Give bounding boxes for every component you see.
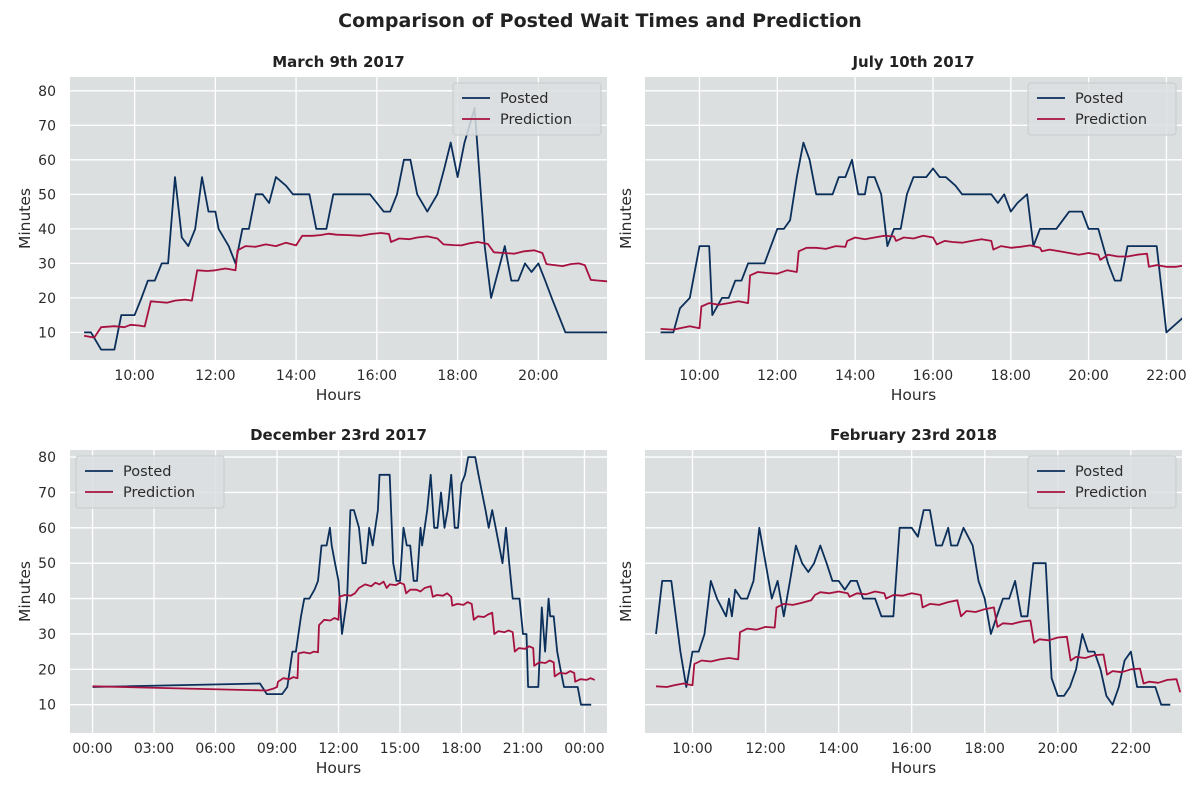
y-tick-label: 20 bbox=[38, 662, 56, 678]
y-tick-label: 30 bbox=[38, 256, 56, 272]
x-tick-label: 18:00 bbox=[437, 368, 477, 384]
x-tick-label: 20:00 bbox=[518, 368, 558, 384]
chart-panel-2: 10:00 12:00 14:00 16:00 18:00 20:00 22:00 Hours… bbox=[617, 53, 1187, 404]
x-tick-label: 14:00 bbox=[818, 741, 858, 757]
x-axis-label: Hours bbox=[891, 759, 936, 777]
y-tick-label: 50 bbox=[38, 556, 56, 572]
series-line-prediction bbox=[660, 234, 1182, 331]
x-tick-label: 10:00 bbox=[672, 741, 712, 757]
chart-panel-4: 10:00 12:00 14:00 16:00 18:00 20:00 22:00 Hours… bbox=[617, 426, 1182, 777]
series-line-prediction bbox=[92, 580, 596, 692]
series-line-posted bbox=[655, 509, 1171, 706]
x-tick-label: 12:00 bbox=[757, 368, 797, 384]
x-tick-label: 10:00 bbox=[114, 368, 154, 384]
y-axis-label: Minutes bbox=[617, 561, 635, 622]
x-tick-label: 20:00 bbox=[1038, 741, 1078, 757]
y-tick-label: 70 bbox=[38, 485, 56, 501]
x-tick-label: 22:00 bbox=[1146, 368, 1186, 384]
x-axis-label: Hours bbox=[316, 386, 361, 404]
series-line-posted bbox=[84, 107, 607, 351]
series-line-posted bbox=[92, 456, 592, 706]
x-tick-label: 10:00 bbox=[679, 368, 719, 384]
x-tick-label: 16:00 bbox=[357, 368, 397, 384]
y-tick-label: 20 bbox=[38, 291, 56, 307]
legend-label-posted: Posted bbox=[123, 464, 171, 480]
panel-title: December 23rd 2017 bbox=[250, 426, 427, 444]
chart-panel-3: 00:00 03:00 06:00 09:00 12:00 15:00 18:00 21:00… bbox=[16, 426, 607, 777]
x-tick-label: 14:00 bbox=[276, 368, 316, 384]
y-axis-label: Minutes bbox=[617, 188, 635, 249]
x-tick-label: 22:00 bbox=[1111, 741, 1151, 757]
y-tick-label: 10 bbox=[38, 325, 56, 341]
legend-label-posted: Posted bbox=[500, 91, 548, 107]
x-tick-label: 12:00 bbox=[318, 741, 358, 757]
x-tick-label: 21:00 bbox=[503, 741, 543, 757]
legend: Posted Prediction bbox=[1027, 455, 1177, 509]
legend: Posted Prediction bbox=[1027, 82, 1177, 136]
x-axis-label: Hours bbox=[891, 386, 936, 404]
legend-label-posted: Posted bbox=[1075, 91, 1123, 107]
panel-title: July 10th 2017 bbox=[851, 53, 974, 71]
legend: Posted Prediction bbox=[75, 455, 225, 509]
x-tick-label: 00:00 bbox=[72, 741, 112, 757]
x-tick-label: 18:00 bbox=[991, 368, 1031, 384]
y-tick-label: 60 bbox=[38, 153, 56, 169]
x-tick-label: 12:00 bbox=[745, 741, 785, 757]
y-tick-label: 30 bbox=[38, 627, 56, 643]
x-tick-label: 16:00 bbox=[913, 368, 953, 384]
panel-title: February 23rd 2018 bbox=[830, 426, 997, 444]
y-tick-label: 40 bbox=[38, 592, 56, 608]
y-tick-label: 60 bbox=[38, 521, 56, 537]
series-line-prediction bbox=[83, 232, 607, 339]
legend-box bbox=[452, 82, 602, 136]
x-tick-label: 09:00 bbox=[257, 741, 297, 757]
series-line-prediction bbox=[655, 590, 1182, 693]
legend-label-prediction: Prediction bbox=[1075, 112, 1147, 128]
y-axis-label: Minutes bbox=[16, 561, 34, 622]
legend: Posted Prediction bbox=[452, 82, 602, 136]
x-tick-label: 16:00 bbox=[891, 741, 931, 757]
legend-label-prediction: Prediction bbox=[1075, 485, 1147, 501]
figure-title: Comparison of Posted Wait Times and Pred… bbox=[338, 10, 862, 32]
y-axis-label: Minutes bbox=[16, 188, 34, 249]
y-tick-label: 10 bbox=[38, 698, 56, 714]
panel-title: March 9th 2017 bbox=[272, 53, 405, 71]
x-tick-label: 00:00 bbox=[564, 741, 604, 757]
x-tick-label: 12:00 bbox=[195, 368, 235, 384]
y-tick-label: 50 bbox=[38, 187, 56, 203]
y-tick-label: 80 bbox=[38, 450, 56, 466]
legend-box bbox=[1027, 455, 1177, 509]
legend-label-prediction: Prediction bbox=[123, 485, 195, 501]
y-tick-label: 40 bbox=[38, 222, 56, 238]
x-tick-label: 14:00 bbox=[835, 368, 875, 384]
legend-box bbox=[75, 455, 225, 509]
x-tick-label: 18:00 bbox=[965, 741, 1005, 757]
legend-label-posted: Posted bbox=[1075, 464, 1123, 480]
y-tick-label: 70 bbox=[38, 118, 56, 134]
y-tick-label: 80 bbox=[38, 84, 56, 100]
legend-box bbox=[1027, 82, 1177, 136]
x-tick-label: 20:00 bbox=[1068, 368, 1108, 384]
x-axis-label: Hours bbox=[316, 759, 361, 777]
legend-label-prediction: Prediction bbox=[500, 112, 572, 128]
chart-panel-1: 10:00 12:00 14:00 16:00 18:00 20:00 10 20 30 40 50… bbox=[16, 53, 607, 404]
x-tick-label: 18:00 bbox=[441, 741, 481, 757]
series-line-posted bbox=[660, 141, 1182, 334]
x-tick-label: 03:00 bbox=[134, 741, 174, 757]
x-tick-label: 15:00 bbox=[380, 741, 420, 757]
x-tick-label: 06:00 bbox=[195, 741, 235, 757]
